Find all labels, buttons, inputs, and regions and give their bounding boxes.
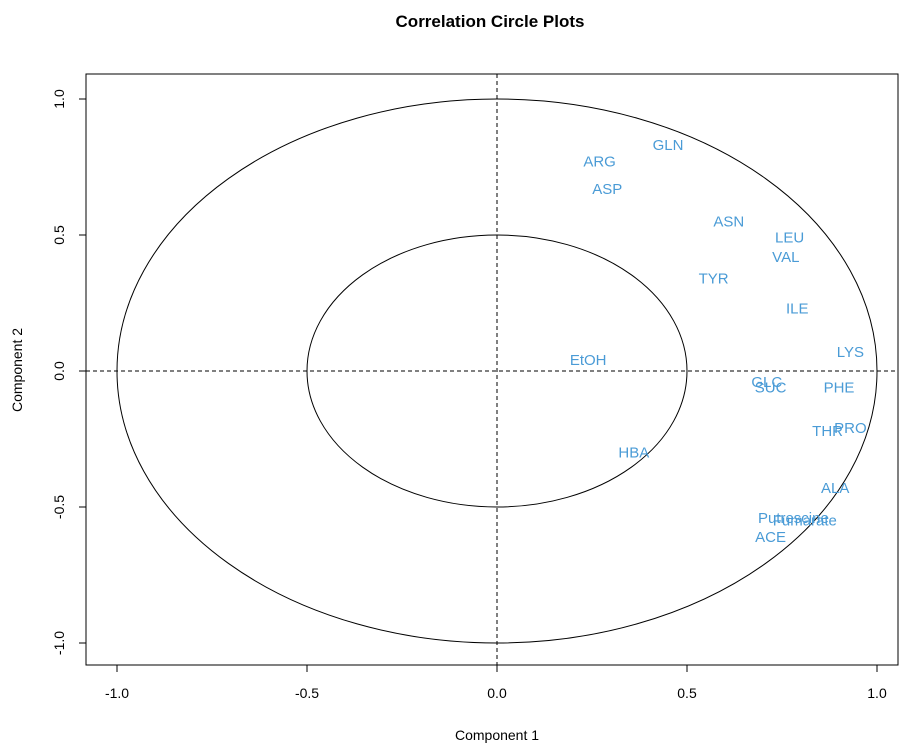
variable-label-asn: ASN bbox=[713, 213, 744, 230]
y-tick-label: -0.5 bbox=[51, 495, 67, 519]
variable-label-fumarate: Fumarate bbox=[773, 513, 837, 530]
x-tick-label: 0.0 bbox=[487, 685, 507, 701]
y-axis-label: Component 2 bbox=[9, 328, 25, 412]
variable-label-tyr: TYR bbox=[699, 271, 729, 288]
variable-label-ile: ILE bbox=[786, 300, 809, 317]
variable-label-val: VAL bbox=[772, 249, 799, 266]
y-tick-label: 0.5 bbox=[51, 225, 67, 245]
variable-label-pro: PRO bbox=[834, 420, 867, 437]
variable-label-putrescine: Putrescine bbox=[758, 510, 829, 527]
variable-label-thr: THR bbox=[812, 423, 843, 440]
x-tick-label: -1.0 bbox=[105, 685, 129, 701]
variable-label-leu: LEU bbox=[775, 230, 804, 247]
plot-frame bbox=[85, 73, 899, 666]
x-tick-label: -0.5 bbox=[295, 685, 319, 701]
y-tick-label: 0.0 bbox=[51, 361, 67, 381]
variable-label-lys: LYS bbox=[837, 344, 864, 361]
variable-label-suc: SUC bbox=[755, 379, 787, 396]
chart-title: Correlation Circle Plots bbox=[396, 12, 585, 31]
variable-label-gln: GLN bbox=[653, 137, 684, 154]
x-tick-label: 0.5 bbox=[677, 685, 697, 701]
x-tick-label: 1.0 bbox=[867, 685, 887, 701]
variable-label-phe: PHE bbox=[824, 379, 855, 396]
x-axis-label: Component 1 bbox=[455, 727, 539, 743]
variable-label-asp: ASP bbox=[592, 181, 622, 198]
variable-label-arg: ARG bbox=[583, 154, 616, 171]
variable-label-etoh: EtOH bbox=[570, 352, 607, 369]
y-tick-label: -1.0 bbox=[51, 631, 67, 655]
y-tick-label: 1.0 bbox=[51, 89, 67, 109]
variable-label-ala: ALA bbox=[821, 480, 849, 497]
variable-label-hba: HBA bbox=[618, 445, 649, 462]
plot-layer: -1.0 -0.5 0.0 0.5 1.0 -1.0 -0.5 0.0 0.5 1.0 GLN ARG… bbox=[51, 74, 898, 701]
variable-label-glc: GLC bbox=[751, 374, 782, 391]
variable-label-ace: ACE bbox=[755, 529, 786, 546]
